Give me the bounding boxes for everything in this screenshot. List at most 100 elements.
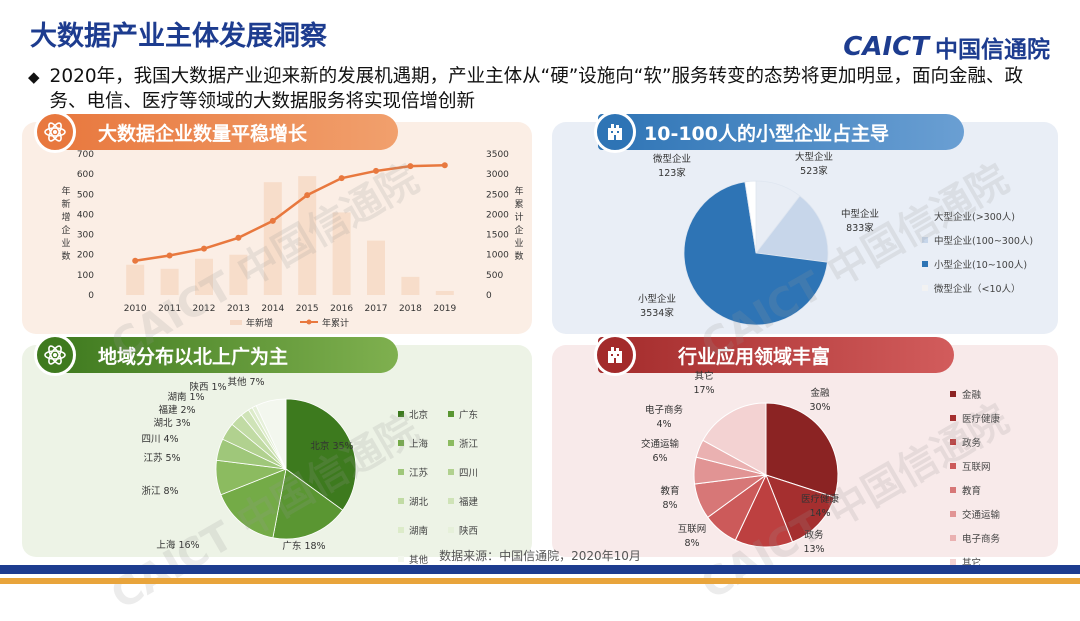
left-tick-label: 400 xyxy=(77,210,94,220)
building-icon xyxy=(594,111,636,153)
pie-label-pct: 13% xyxy=(803,544,824,555)
legend-swatch xyxy=(398,440,404,446)
right-tick-label: 2000 xyxy=(486,210,509,220)
legend-swatch xyxy=(448,411,454,417)
pie-label-region: 湖南 1% xyxy=(167,391,204,403)
legend-label: 四川 xyxy=(459,468,479,479)
pie-label-region: 其他 7% xyxy=(227,376,264,388)
pie-label-industry: 互联网 xyxy=(678,524,707,535)
right-tick-label: 1500 xyxy=(486,231,509,241)
region-chart: 北京 35% 广东 18% 上海 16% 浙江 8% 江苏 5% 四川 4% 湖北 3% 福建… xyxy=(141,376,357,552)
pie-slice-size xyxy=(683,181,828,326)
pie-slice-industry xyxy=(734,473,794,548)
line-point xyxy=(201,245,207,252)
x-tick-label: 2019 xyxy=(433,304,456,314)
bar-annual-new xyxy=(367,240,385,295)
x-tick-label: 2013 xyxy=(227,304,250,314)
legend-item: 医疗健康 xyxy=(950,411,1000,425)
industry-legend: 金融 医疗健康 政务 互联网 教育 交通运输 电子商务 其它 xyxy=(950,387,1000,579)
size-title-text: 10-100人的小型企业占主导 xyxy=(644,122,889,145)
legend-swatch xyxy=(398,527,404,533)
legend-swatch xyxy=(922,213,928,219)
legend-swatch xyxy=(950,487,956,493)
bar-annual-new xyxy=(332,212,351,295)
caict-logo: CAICT 中国信通院 xyxy=(843,30,1050,64)
legend-swatch xyxy=(448,527,454,533)
industry-chart: 金融 30% 医疗健康 14% 政务 13% 互联网 8% 教育 8% 交通运输 6% 电子商务 4% 其它… xyxy=(641,370,840,555)
diamond-bullet-icon: ◆ xyxy=(28,68,40,86)
region-panel-title: 地域分布以北上广为主 xyxy=(52,337,398,373)
legend-item: 互联网 xyxy=(950,459,1000,473)
legend-label: 福建 xyxy=(459,497,479,508)
pie-slice-industry xyxy=(702,402,767,476)
legend-item: 教育 xyxy=(950,483,1000,497)
pie-label-value: 523家 xyxy=(800,165,828,177)
legend-label: 浙江 xyxy=(459,439,479,450)
legend-label: 中型企业(100~300人) xyxy=(934,236,1034,247)
x-tick-label: 2011 xyxy=(158,304,181,314)
legend-swatch xyxy=(448,498,454,504)
legend-item: 湖北 xyxy=(398,494,448,508)
legend-swatch xyxy=(398,556,404,562)
footer-bar-blue xyxy=(0,565,1080,574)
right-tick-label: 2500 xyxy=(486,190,509,200)
x-tick-label: 2017 xyxy=(365,304,388,314)
right-tick-label: 3500 xyxy=(486,150,509,160)
pie-label-name: 小型企业 xyxy=(638,293,676,305)
legend-swatch xyxy=(950,511,956,517)
legend-item: 江苏 xyxy=(398,465,448,479)
legend-label: 广东 xyxy=(459,410,479,421)
legend-swatch xyxy=(950,439,956,445)
pie-slice-region xyxy=(255,398,287,470)
pie-label-region: 上海 16% xyxy=(156,539,199,551)
legend-swatch xyxy=(950,559,956,565)
footer-bar-orange xyxy=(0,578,1080,584)
pie-label-pct: 8% xyxy=(684,538,699,549)
pie-slice-region xyxy=(285,398,357,511)
left-axis-label: 年新增企业数 xyxy=(61,185,70,262)
line-point xyxy=(235,234,242,241)
bar-annual-new xyxy=(195,258,213,295)
pie-label-name: 大型企业 xyxy=(795,151,833,163)
pie-label-region: 陕西 1% xyxy=(189,381,226,393)
legend-item: 四川 xyxy=(448,465,498,479)
pie-label-pct: 14% xyxy=(809,508,830,519)
logo-en: CAICT xyxy=(843,32,929,62)
data-source: 数据来源：中国信通院，2020年10月 xyxy=(439,549,641,563)
x-tick-label: 2016 xyxy=(330,304,353,314)
legend-swatch xyxy=(398,498,404,504)
pie-label-region: 江苏 5% xyxy=(143,452,180,464)
left-tick-label: 600 xyxy=(77,170,94,180)
size-panel-title: 10-100人的小型企业占主导 xyxy=(598,114,964,150)
size-legend: 大型企业(>300人) 中型企业(100~300人) 小型企业(10~100人) 微型… xyxy=(922,209,1033,305)
left-tick-label: 0 xyxy=(88,291,94,301)
legend-item: 北京 xyxy=(398,407,448,421)
legend-swatch xyxy=(448,440,454,446)
line-point xyxy=(407,163,414,170)
atom-icon xyxy=(34,111,76,153)
left-tick-label: 100 xyxy=(77,271,94,281)
legend-item: 广东 xyxy=(448,407,498,421)
legend-swatch xyxy=(398,469,404,475)
pie-label-pct: 6% xyxy=(652,453,667,464)
legend-item: 大型企业(>300人) xyxy=(922,209,1033,223)
legend-item: 金融 xyxy=(950,387,1000,401)
line-point xyxy=(441,162,448,169)
legend-label: 政务 xyxy=(962,438,982,449)
pie-label-industry: 医疗健康 xyxy=(801,493,840,505)
pie-label-pct: 4% xyxy=(656,419,671,430)
legend-label: 微型企业（<10人） xyxy=(934,284,1021,295)
pie-slice-region xyxy=(272,468,344,540)
legend-item: 其他 xyxy=(398,552,448,566)
pie-label-industry: 电子商务 xyxy=(645,404,684,416)
region-legend: 北京 广东 上海 浙江 江苏 四川 湖北 福建 湖南 陕西 其他 xyxy=(398,407,498,566)
pie-label-industry: 金融 xyxy=(810,387,830,399)
line-point xyxy=(373,167,379,174)
building-icon xyxy=(594,334,636,376)
legend-item: 微型企业（<10人） xyxy=(922,281,1033,295)
x-tick-label: 2010 xyxy=(124,304,147,314)
legend-label: 教育 xyxy=(962,486,982,497)
pie-label-region: 四川 4% xyxy=(141,434,178,445)
legend-label-bar: 年新增 xyxy=(246,317,273,329)
legend-swatch xyxy=(950,463,956,469)
